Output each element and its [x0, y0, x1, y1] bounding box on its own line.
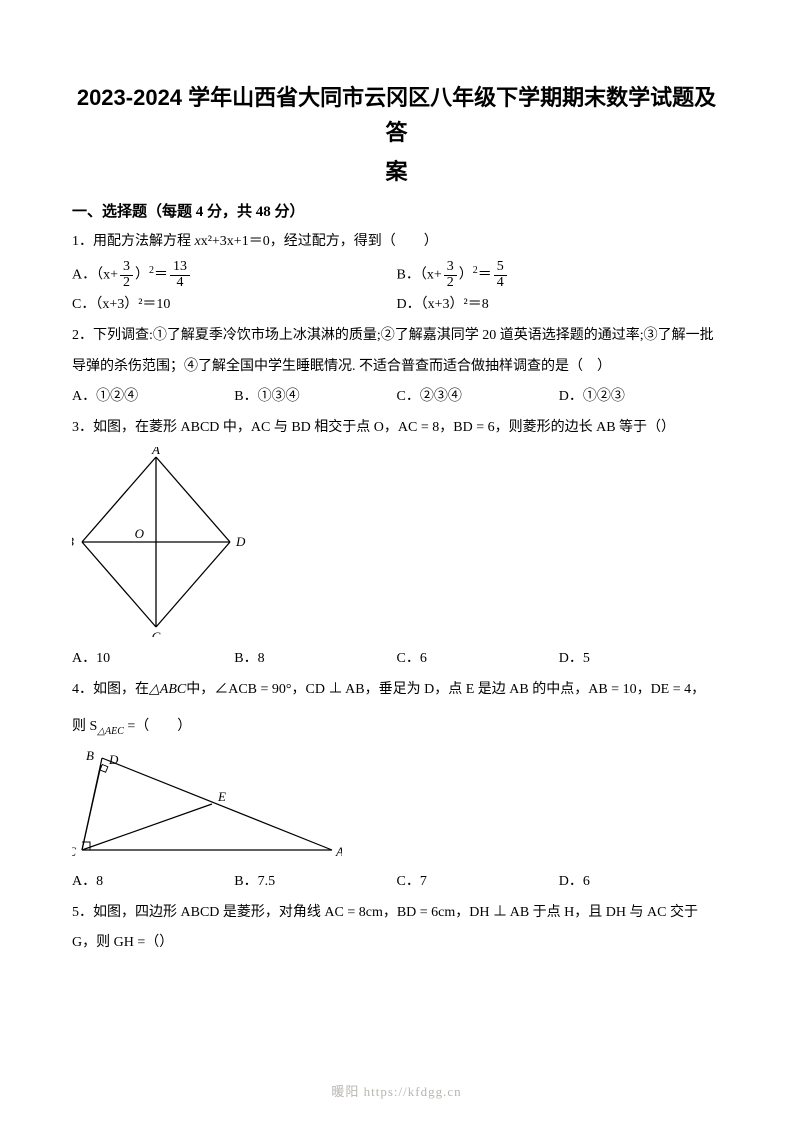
q1B-num2: 5: [494, 260, 507, 276]
q4-optD: D．6: [559, 869, 721, 896]
q1A-frac2: 134: [170, 260, 190, 290]
q4-line1: 4．如图，在△ABC中，∠ACB = 90°，CD ⊥ AB，垂足为 D，点 E…: [72, 677, 721, 704]
q1A-frac1: 32: [120, 260, 133, 290]
q4-figure: B D E C A: [72, 750, 721, 865]
q1B-num1: 3: [444, 260, 457, 276]
q1-stem: 1．用配方法解方程 xx²+3x+1＝0，经过配方，得到（ ）: [72, 229, 721, 256]
q1-opts-row1: A．（x+32）2＝134 B．（x+32）2＝54: [72, 260, 721, 290]
q1B-frac1: 32: [444, 260, 457, 290]
q1-opts-row2: C．（x+3）²＝10 D．（x+3）²＝8: [72, 292, 721, 319]
q4-l2-pre: 则 S: [72, 719, 97, 734]
title-line2: 案: [72, 154, 721, 186]
q4-optA: A．8: [72, 869, 234, 896]
q1A-eq: ＝: [154, 267, 168, 282]
q1A-num2: 13: [170, 260, 190, 276]
q4-l2-sub: △AEC: [97, 725, 124, 736]
q4-optB: B．7.5: [234, 869, 396, 896]
q1-optC: C．（x+3）²＝10: [72, 292, 397, 319]
exam-page: 2023-2024 学年山西省大同市云冈区八年级下学期期末数学试题及答 案 一、…: [0, 0, 793, 1122]
svg-text:D: D: [108, 752, 119, 767]
q4-svg: B D E C A: [72, 750, 342, 860]
q5-line1: 5．如图，四边形 ABCD 是菱形，对角线 AC = 8cm，BD = 6cm，…: [72, 900, 721, 927]
section-1-header: 一、选择题（每题 4 分，共 48 分）: [72, 200, 721, 221]
q3-optB: B．8: [234, 646, 396, 673]
q1B-frac2: 54: [494, 260, 507, 290]
svg-text:B: B: [72, 534, 74, 549]
q4-opts: A．8 B．7.5 C．7 D．6: [72, 869, 721, 896]
q1A-mid: ）: [135, 267, 149, 282]
q1B-mid: ）: [459, 267, 473, 282]
q4-optC: C．7: [397, 869, 559, 896]
q1B-den1: 2: [444, 276, 457, 291]
q3-stem: 3．如图，在菱形 ABCD 中，AC 与 BD 相交于点 O，AC = 8，BD…: [72, 415, 721, 442]
q5-line2: G，则 GH =（）: [72, 930, 721, 957]
q1-optB: B．（x+32）2 ＝54: [397, 260, 722, 290]
svg-text:C: C: [152, 629, 161, 637]
q3-optC: C．6: [397, 646, 559, 673]
q1A-num1: 3: [120, 260, 133, 276]
svg-text:O: O: [135, 526, 145, 541]
q1B-den2: 4: [494, 276, 507, 291]
q3-figure: A B C D O: [72, 447, 721, 642]
q1B-pre: B．（x+: [397, 267, 442, 282]
q4-l1-tri: △ABC: [149, 682, 186, 697]
q1B-eq: ＝: [478, 267, 492, 282]
svg-text:A: A: [335, 844, 342, 859]
q3-opts: A．10 B．8 C．6 D．5: [72, 646, 721, 673]
q2-line2: 导弹的杀伤范围；④了解全国中学生睡眠情况. 不适合普查而适合做抽样调查的是（ ）: [72, 354, 721, 381]
q1A-den2: 4: [170, 276, 190, 291]
svg-text:A: A: [151, 447, 160, 457]
q3-optA: A．10: [72, 646, 234, 673]
q3-svg: A B C D O: [72, 447, 247, 637]
q2-optB: B．①③④: [234, 384, 396, 411]
q2-optD: D．①②③: [559, 384, 721, 411]
q3-optD: D．5: [559, 646, 721, 673]
svg-text:E: E: [217, 789, 226, 804]
q1-optA: A．（x+32）2 ＝134: [72, 260, 397, 290]
q4-l1-mid: 中，∠ACB = 90°，CD ⊥ AB，垂足为 D，点 E 是边 AB 的中点…: [186, 682, 705, 697]
q2-optA: A．①②④: [72, 384, 234, 411]
q2-opts: A．①②④ B．①③④ C．②③④ D．①②③: [72, 384, 721, 411]
q1A-pre: A．（x+: [72, 267, 118, 282]
q1-stem-prefix: 1．用配方法解方程: [72, 234, 195, 249]
q1-stem-expr: x²+3x+1＝0，经过配方，得到（ ）: [201, 234, 438, 249]
q4-line2: 则 S△AEC =（ ）: [72, 714, 721, 741]
q4-l2-post: =（ ）: [124, 719, 191, 734]
svg-text:D: D: [235, 534, 246, 549]
q1A-den1: 2: [120, 276, 133, 291]
q2-optC: C．②③④: [397, 384, 559, 411]
q1-optD: D．（x+3）²＝8: [397, 292, 722, 319]
q2-line1: 2．下列调查:①了解夏季冷饮市场上冰淇淋的质量;②了解嘉淇同学 20 道英语选择…: [72, 323, 721, 350]
svg-text:B: B: [86, 750, 94, 763]
svg-text:C: C: [72, 844, 76, 859]
title-line1: 2023-2024 学年山西省大同市云冈区八年级下学期期末数学试题及答: [72, 80, 721, 150]
q4-l1-pre: 4．如图，在: [72, 682, 149, 697]
footer-watermark: 暖阳 https://kfdgg.cn: [0, 1081, 793, 1100]
